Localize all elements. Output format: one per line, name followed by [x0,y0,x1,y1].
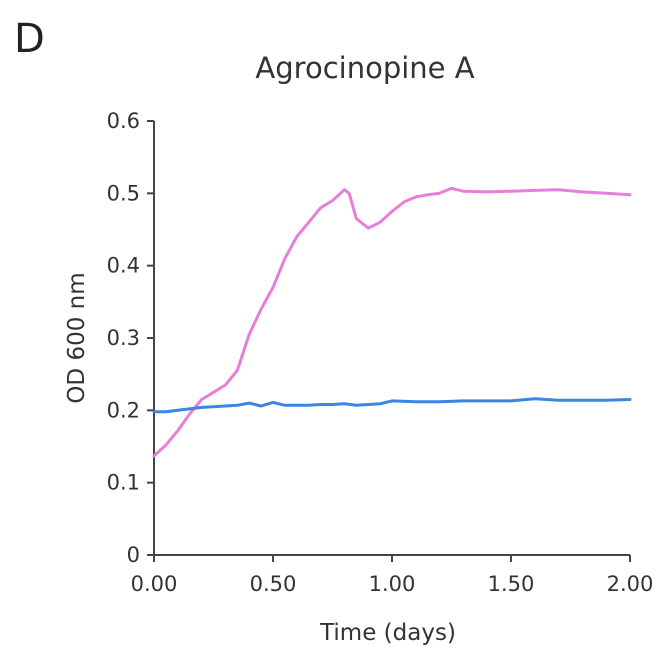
series-line-blue [152,397,632,414]
y-tick-label: 0 [127,543,140,567]
y-tick-label: 0.4 [107,254,140,278]
y-tick-label: 0.5 [107,181,140,205]
panel-label: D [14,16,45,62]
x-tick-label: 0.50 [250,572,297,596]
x-tick-label: 0.00 [131,572,178,596]
x-axis-label: Time (days) [319,620,456,646]
y-tick-label: 0.1 [107,471,140,495]
x-tick-label: 1.50 [488,572,535,596]
x-ticks: 0.00 0.50 1.00 1.50 2.00 [131,555,654,596]
series-layer [152,186,632,458]
x-tick-label: 2.00 [607,572,654,596]
y-tick-label: 0.2 [107,398,140,422]
chart-title: Agrocinopine A [255,51,474,85]
series-line-pink [152,186,632,458]
y-ticks: 0 0.1 0.2 0.3 0.4 0.5 0.6 [107,109,154,567]
y-axis-label: OD 600 nm [64,272,90,403]
y-tick-label: 0.3 [107,326,140,350]
x-tick-label: 1.00 [369,572,416,596]
y-tick-label: 0.6 [107,109,140,133]
